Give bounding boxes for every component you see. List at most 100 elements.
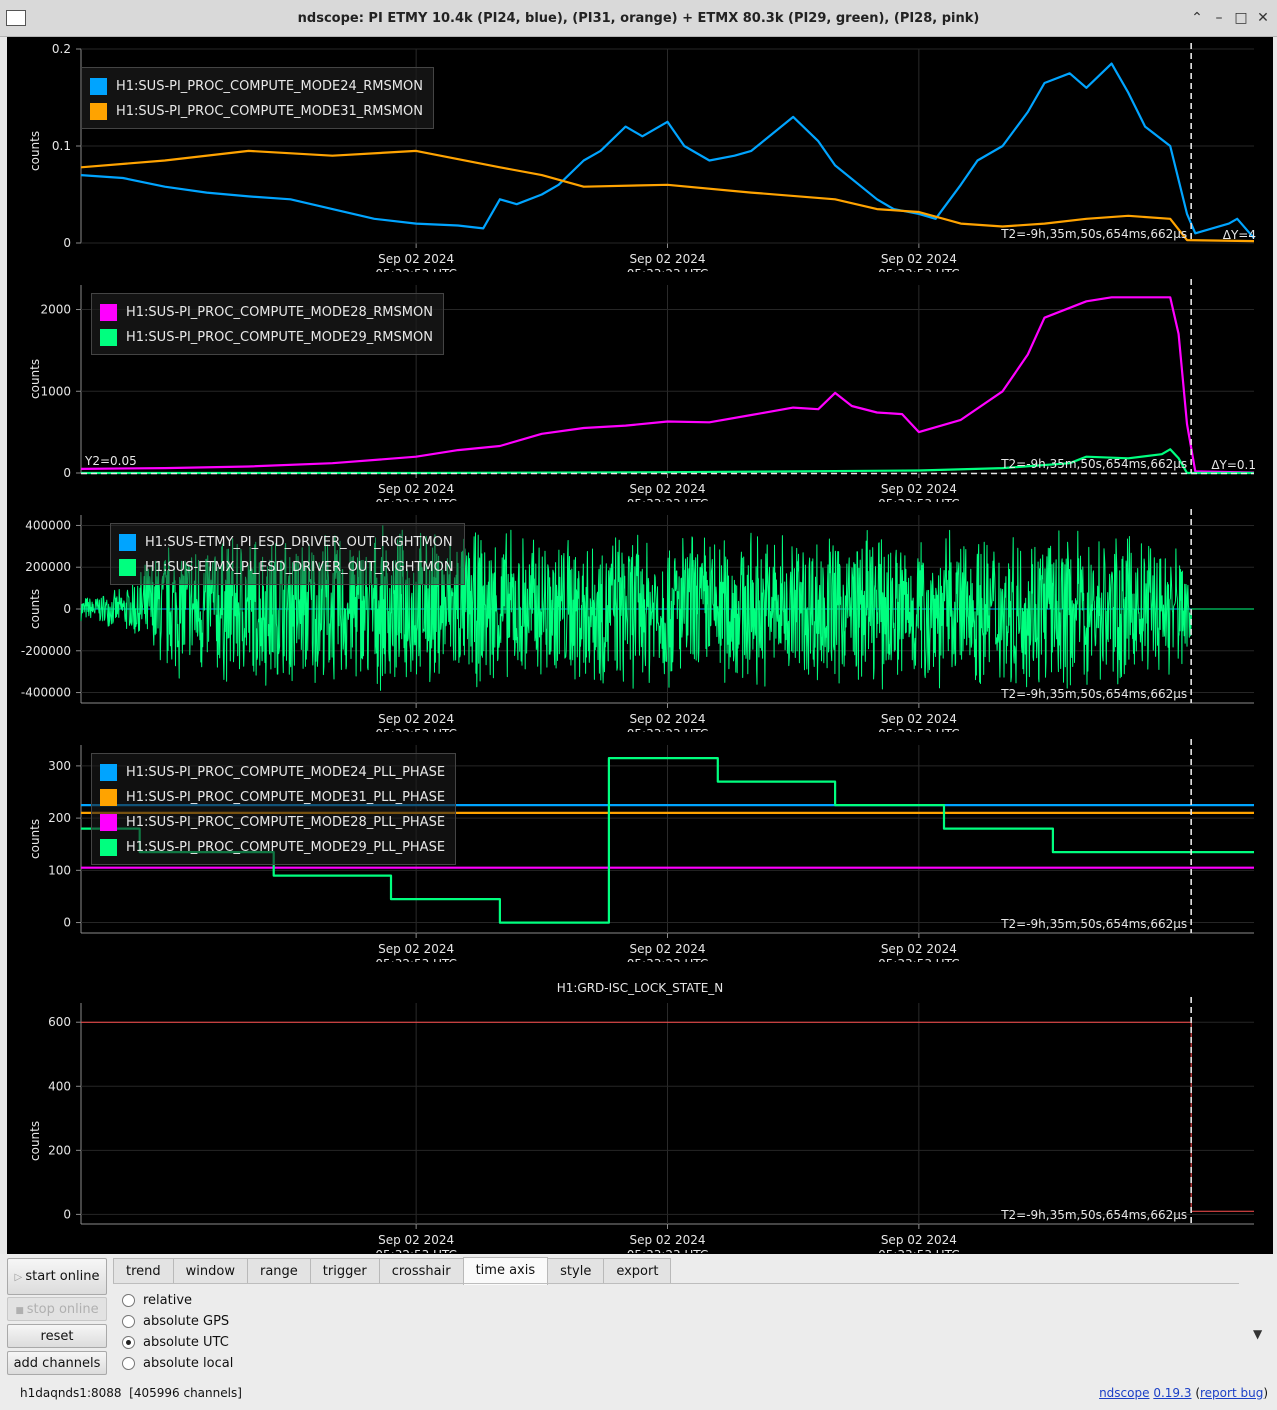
version-link[interactable]: 0.19.3 bbox=[1153, 1386, 1192, 1400]
y-tick-label: 600 bbox=[48, 1015, 71, 1029]
legend[interactable]: H1:SUS-PI_PROC_COMPUTE_MODE24_RMSMON H1:… bbox=[81, 67, 434, 129]
x-tick-label: Sep 02 2024 bbox=[629, 482, 705, 496]
legend-label: H1:SUS-PI_PROC_COMPUTE_MODE28_PLL_PHASE bbox=[126, 815, 446, 830]
y-tick-label: 400000 bbox=[25, 518, 71, 532]
x-tick-label: Sep 02 2024 bbox=[629, 252, 705, 266]
x-tick-label: Sep 02 2024 bbox=[378, 942, 454, 956]
minimize-button[interactable]: – bbox=[1215, 10, 1223, 26]
legend-label: H1:SUS-PI_PROC_COMPUTE_MODE24_RMSMON bbox=[116, 79, 423, 94]
radio-absolute-utc[interactable]: absolute UTC bbox=[122, 1335, 229, 1350]
reset-button[interactable]: reset bbox=[7, 1324, 107, 1348]
x-tick-label: Sep 02 2024 bbox=[629, 942, 705, 956]
stop-online-button[interactable]: ■ stop online bbox=[7, 1297, 107, 1321]
legend-label: H1:SUS-PI_PROC_COMPUTE_MODE29_PLL_PHASE bbox=[126, 840, 446, 855]
label-clip bbox=[7, 272, 1273, 292]
y-tick-label: 0.2 bbox=[52, 42, 71, 56]
x-tick-label: Sep 02 2024 bbox=[378, 482, 454, 496]
legend-entry: H1:SUS-PI_PROC_COMPUTE_MODE28_RMSMON bbox=[100, 300, 433, 325]
report-bug-link[interactable]: report bug bbox=[1200, 1386, 1264, 1400]
y-tick-label: 0.1 bbox=[52, 139, 71, 153]
series-line bbox=[81, 448, 1254, 475]
plot-panel-rmsmon-etmx[interactable]: Sep 02 202405:32:53 UTCSep 02 202405:33:… bbox=[7, 273, 1273, 522]
plot-area[interactable]: Sep 02 202405:32:53 UTCSep 02 202405:33:… bbox=[7, 37, 1273, 1273]
tab-trigger[interactable]: trigger bbox=[309, 1258, 380, 1284]
legend[interactable]: H1:SUS-PI_PROC_COMPUTE_MODE24_PLL_PHASE … bbox=[91, 753, 457, 865]
server-address: h1daqnds1:8088 bbox=[20, 1386, 122, 1400]
tab-window[interactable]: window bbox=[172, 1258, 248, 1284]
legend-label: H1:SUS-PI_PROC_COMPUTE_MODE31_RMSMON bbox=[116, 104, 423, 119]
start-online-label: start online bbox=[25, 1269, 100, 1284]
start-online-button[interactable]: ▷ start online bbox=[7, 1258, 107, 1295]
y-axis-label: counts bbox=[28, 818, 42, 859]
plot-canvas[interactable]: Sep 02 202405:32:53 UTCSep 02 202405:33:… bbox=[7, 273, 1273, 522]
plot-panel-rmsmon-etmy[interactable]: Sep 02 202405:32:53 UTCSep 02 202405:33:… bbox=[7, 37, 1273, 292]
label-clip bbox=[7, 732, 1273, 752]
radio-circle[interactable] bbox=[122, 1357, 135, 1370]
y-tick-label: 200000 bbox=[25, 560, 71, 574]
x-tick-label: Sep 02 2024 bbox=[881, 252, 957, 266]
plot-canvas[interactable]: Sep 02 202405:32:53 UTCSep 02 202405:33:… bbox=[7, 503, 1273, 752]
tab-style[interactable]: style bbox=[547, 1258, 605, 1284]
plot-panel-guardian-state[interactable]: H1:GRD-ISC_LOCK_STATE_N Sep 02 202405:32… bbox=[7, 963, 1273, 1273]
legend[interactable]: H1:SUS-ETMY_PI_ESD_DRIVER_OUT_RIGHTMON H… bbox=[110, 523, 465, 585]
y-tick-label: 400 bbox=[48, 1079, 71, 1093]
control-panel: ▷ start online ■ stop online reset add c… bbox=[0, 1254, 1277, 1410]
triangle-down-icon[interactable]: ▼ bbox=[1253, 1327, 1263, 1341]
radio-circle[interactable] bbox=[122, 1294, 135, 1307]
axes: Sep 02 202405:32:53 UTCSep 02 202405:33:… bbox=[7, 1003, 1273, 1273]
radio-relative[interactable]: relative bbox=[122, 1293, 192, 1308]
plot-title: H1:GRD-ISC_LOCK_STATE_N bbox=[556, 981, 724, 995]
tab-crosshair[interactable]: crosshair bbox=[378, 1258, 464, 1284]
delta-y-label: ΔY=0.1 bbox=[1211, 458, 1256, 472]
status-bar: h1daqnds1:8088 [405996 channels] bbox=[20, 1386, 242, 1400]
legend-entry: H1:SUS-PI_PROC_COMPUTE_MODE24_PLL_PHASE bbox=[100, 760, 445, 785]
tab-time-axis[interactable]: time axis bbox=[462, 1257, 549, 1285]
legend-label: H1:SUS-PI_PROC_COMPUTE_MODE24_PLL_PHASE bbox=[126, 765, 446, 780]
y-tick-label: 100 bbox=[48, 863, 71, 877]
plot-panel-esd-driver[interactable]: Sep 02 202405:32:53 UTCSep 02 202405:33:… bbox=[7, 503, 1273, 752]
tab-range[interactable]: range bbox=[246, 1258, 311, 1284]
y-tick-label: 1000 bbox=[40, 384, 71, 398]
radio-absolute-local[interactable]: absolute local bbox=[122, 1356, 233, 1371]
radio-circle[interactable] bbox=[122, 1315, 135, 1328]
label-clip bbox=[7, 962, 1273, 982]
series-line bbox=[80, 149, 1255, 243]
axes: Sep 02 202405:32:53 UTCSep 02 202405:33:… bbox=[7, 42, 1273, 292]
x-tick-label: Sep 02 2024 bbox=[378, 252, 454, 266]
legend-swatch bbox=[90, 78, 107, 95]
add-channels-button[interactable]: add channels bbox=[7, 1351, 107, 1375]
t2-label: T2=-9h,35m,50s,654ms,662µs bbox=[1000, 687, 1187, 701]
y-tick-label: 200 bbox=[48, 811, 71, 825]
y-axis-label: counts bbox=[28, 588, 42, 629]
tab-trend[interactable]: trend bbox=[113, 1258, 174, 1284]
ndscope-link[interactable]: ndscope bbox=[1099, 1386, 1150, 1400]
radio-label: relative bbox=[143, 1293, 193, 1308]
radio-label: absolute local bbox=[143, 1356, 234, 1371]
radio-circle[interactable] bbox=[122, 1336, 135, 1349]
y-tick-label: 300 bbox=[48, 759, 71, 773]
plot-panel-pll-phase[interactable]: Sep 02 202405:32:53 UTCSep 02 202405:33:… bbox=[7, 733, 1273, 982]
delta-y-label: ΔY=4 bbox=[1223, 228, 1256, 242]
legend-entry: H1:SUS-PI_PROC_COMPUTE_MODE29_PLL_PHASE bbox=[100, 835, 445, 860]
y-tick-label: -200000 bbox=[21, 644, 71, 658]
plot-canvas[interactable]: Sep 02 202405:32:53 UTCSep 02 202405:33:… bbox=[7, 37, 1273, 292]
plot-canvas[interactable]: Sep 02 202405:32:53 UTCSep 02 202405:33:… bbox=[7, 963, 1273, 1273]
series-line bbox=[80, 525, 1254, 691]
y-tick-label: 0 bbox=[63, 466, 71, 480]
y2-label: Y2=0.05 bbox=[84, 454, 137, 468]
tab-export[interactable]: export bbox=[603, 1258, 672, 1284]
maximize-button[interactable]: □ bbox=[1234, 10, 1248, 26]
y-tick-label: 0 bbox=[63, 236, 71, 250]
x-tick-label: Sep 02 2024 bbox=[629, 712, 705, 726]
chevron-up-icon[interactable]: ⌃ bbox=[1191, 10, 1203, 26]
radio-absolute-gps[interactable]: absolute GPS bbox=[122, 1314, 229, 1329]
axes: Sep 02 202405:32:53 UTCSep 02 202405:33:… bbox=[7, 285, 1273, 522]
legend[interactable]: H1:SUS-PI_PROC_COMPUTE_MODE28_RMSMON H1:… bbox=[91, 293, 444, 355]
legend-label: H1:SUS-PI_PROC_COMPUTE_MODE28_RMSMON bbox=[126, 305, 433, 320]
legend-swatch bbox=[100, 839, 117, 856]
t2-label: T2=-9h,35m,50s,654ms,662µs bbox=[1000, 227, 1187, 241]
legend-swatch bbox=[100, 814, 117, 831]
y-tick-label: -400000 bbox=[21, 686, 71, 700]
close-button[interactable]: ✕ bbox=[1257, 10, 1269, 26]
legend-label: H1:SUS-ETMX_PI_ESD_DRIVER_OUT_RIGHTMON bbox=[145, 560, 454, 575]
